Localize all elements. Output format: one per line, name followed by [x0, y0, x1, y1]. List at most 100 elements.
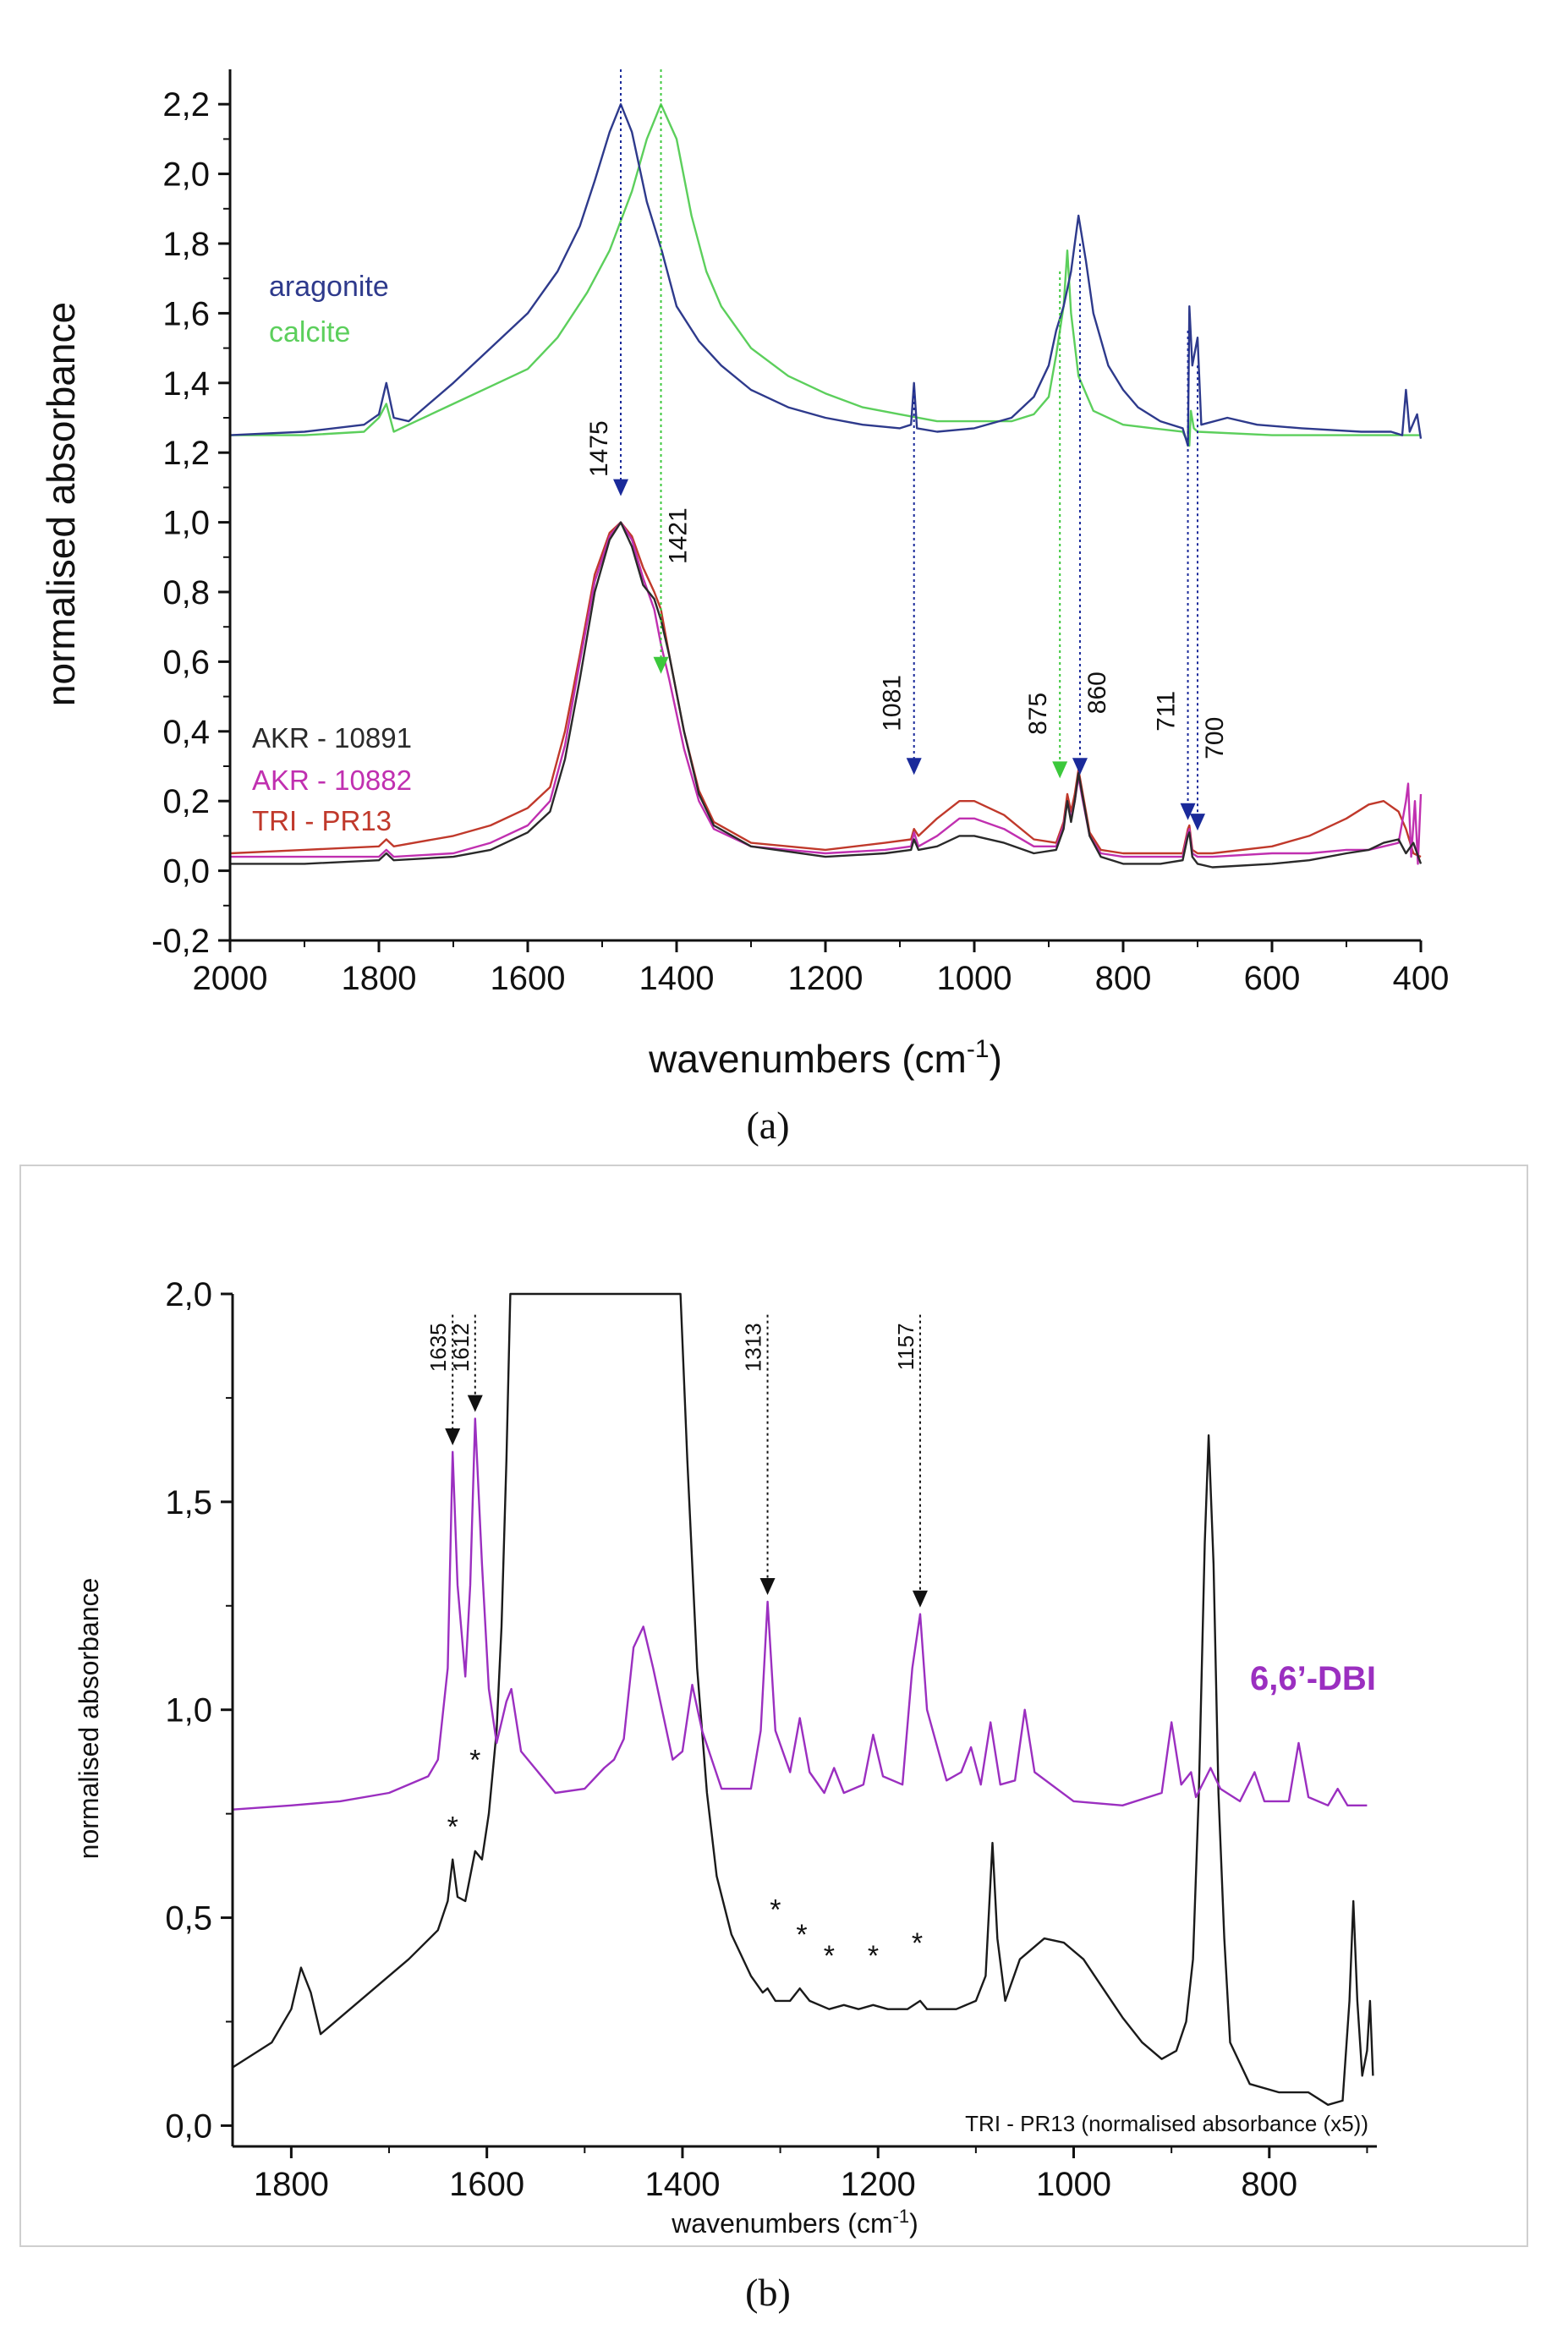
- panel-a-xlabel-text: wavenumbers (cm: [648, 1037, 967, 1081]
- annotation-label-860: 860: [1083, 671, 1111, 714]
- annotation-label-1475: 1475: [585, 420, 613, 477]
- panel-a-x-tick-label: 600: [1244, 960, 1301, 997]
- panel-b-series: [232, 1292, 1374, 2106]
- panel-b-y-tick-label: 1,0: [165, 1692, 212, 1729]
- panel-b-y-tick-label: 1,5: [165, 1484, 212, 1521]
- panel-a-y-ticks: -0,2 0,0 0,2 0,4 0,6 0,8 1,0 1,2 1,4 1,6 1,8 2,0 2,2: [151, 86, 230, 960]
- series-line-akr-10891: [230, 521, 1423, 869]
- panel-b-stars: * * * * * * *: [447, 1745, 924, 1972]
- panel-a-y-tick-label: 0,0: [162, 853, 210, 891]
- annotation-label-1313: 1313: [741, 1323, 766, 1372]
- annotation-arrow-1313: [759, 1578, 776, 1596]
- annotation-label-1612: 1612: [448, 1323, 474, 1372]
- dbi-label: 6,6’-DBI: [1250, 1660, 1376, 1697]
- annotation-label-711: 711: [1153, 691, 1181, 732]
- panel-a-y-tick-label: 1,4: [162, 365, 210, 403]
- panel-a-y-tick-label: 0,6: [162, 644, 210, 681]
- panel-a-x-tick-label: 1600: [491, 960, 566, 997]
- series-line-tri-pr13: [232, 1292, 1374, 2106]
- panel-a-xlabel-sup: -1: [967, 1035, 990, 1063]
- annotation-arrow-1081: [906, 758, 922, 776]
- legend-calcite: calcite: [269, 316, 350, 348]
- legend-tri-pr13: TRI - PR13: [252, 805, 392, 836]
- panel-a-x-tick-label: 800: [1095, 960, 1152, 997]
- tri-pr13-bottom-label: TRI - PR13 (normalised absorbance (x5)): [965, 2111, 1368, 2136]
- annotation-arrow-1421: [653, 656, 669, 674]
- panel-a-x-tick-label: 1200: [788, 960, 863, 997]
- annotation-arrow-1635: [445, 1428, 461, 1446]
- legend-akr-10882: AKR - 10882: [252, 765, 412, 796]
- annotation-label-1157: 1157: [893, 1323, 918, 1370]
- series-line-calcite: [230, 103, 1421, 447]
- panel-a-y-tick-label: 0,4: [162, 714, 210, 751]
- peak-star-marker: *: [824, 1940, 835, 1972]
- panel-b-y-tick-label: 2,0: [165, 1276, 212, 1313]
- panel-b-xlabel-close: ): [909, 2208, 918, 2239]
- annotation-label-1421: 1421: [665, 507, 693, 564]
- panel-b-x-tick-label: 1400: [644, 2166, 720, 2203]
- panel-a-series: [229, 103, 1423, 869]
- panel-b-xlabel: wavenumbers (cm-1): [671, 2206, 918, 2239]
- panel-a: 1475 1421 1081 875 860 711 700 -0,2 0,0 0,2 0,4 0,…: [39, 69, 1449, 1147]
- panel-a-xlabel: wavenumbers (cm-1): [648, 1035, 1002, 1081]
- peak-star-marker: *: [469, 1745, 480, 1777]
- panel-b-y-tick-label: 0,5: [165, 1900, 212, 1938]
- annotation-arrow-711: [1180, 803, 1196, 820]
- panel-b-x-tick-label: 1200: [841, 2166, 916, 2203]
- panel-b-y-tick-label: 0,0: [165, 2108, 212, 2145]
- peak-star-marker: *: [447, 1811, 458, 1843]
- panel-a-y-tick-label: 1,0: [162, 505, 210, 542]
- series-line-tri-pr13: [229, 521, 1422, 858]
- series-line-aragonite: [229, 103, 1423, 447]
- panel-a-y-tick-label: 0,8: [162, 574, 210, 611]
- legend-aragonite: aragonite: [269, 271, 389, 303]
- panel-b-x-tick-label: 1600: [449, 2166, 524, 2203]
- panel-b-y-ticks: 0,0 0,5 1,0 1,5 2,0: [165, 1276, 233, 2145]
- panel-b-x-tick-label: 800: [1241, 2166, 1297, 2203]
- panel-a-y-tick-label: 1,6: [162, 295, 210, 332]
- panel-a-y-tick-label: -0,2: [151, 923, 210, 960]
- panel-a-y-tick-label: 0,2: [162, 783, 210, 820]
- annotation-arrow-1475: [613, 479, 628, 496]
- panel-a-x-tick-label: 1400: [639, 960, 715, 997]
- peak-star-marker: *: [770, 1894, 781, 1927]
- panel-a-x-tick-label: 1800: [342, 960, 417, 997]
- peak-star-marker: *: [912, 1927, 923, 1960]
- panel-a-ylabel: normalised absorbance: [39, 302, 83, 706]
- panel-a-x-tick-label: 1000: [937, 960, 1012, 997]
- peak-star-marker: *: [796, 1919, 807, 1951]
- annotation-label-1635: 1635: [425, 1323, 451, 1372]
- panel-b-ylabel: normalised absorbance: [74, 1578, 104, 1860]
- annotation-arrow-1157: [912, 1590, 928, 1608]
- panel-b-x-tick-label: 1800: [254, 2166, 329, 2203]
- annotation-label-700: 700: [1201, 717, 1229, 759]
- panel-a-y-tick-label: 2,2: [162, 86, 210, 123]
- panel-a-caption: (a): [746, 1104, 789, 1147]
- panel-a-xlabel-close: ): [990, 1037, 1002, 1081]
- annotation-arrow-860: [1072, 758, 1088, 776]
- series-line-6-6-dbi: [232, 1417, 1368, 1811]
- panel-a-x-tick-label: 400: [1393, 960, 1450, 997]
- panel-b-xlabel-text: wavenumbers (cm: [671, 2208, 892, 2239]
- panel-a-y-tick-label: 1,8: [162, 226, 210, 263]
- panel-a-y-tick-label: 2,0: [162, 156, 210, 194]
- annotation-arrow-700: [1190, 814, 1205, 831]
- panel-b-frame: [19, 1165, 1528, 2247]
- annotation-arrow-875: [1052, 761, 1068, 779]
- annotation-label-1081: 1081: [879, 675, 907, 732]
- legend-akr-10891: AKR - 10891: [252, 722, 412, 754]
- panel-a-x-tick-label: 2000: [193, 960, 268, 997]
- panel-a-annotations: 1475 1421 1081 875 860 711 700: [585, 69, 1229, 831]
- panel-b-caption: (b): [745, 2271, 791, 2314]
- panel-b-xlabel-sup: -1: [893, 2206, 910, 2227]
- panel-b-x-ticks: 1800 1600 1400 1200 1000 800: [254, 2146, 1368, 2203]
- annotation-arrow-1612: [467, 1395, 483, 1412]
- panel-b-x-tick-label: 1000: [1036, 2166, 1111, 2203]
- panel-a-x-ticks: 2000 1800 1600 1400 1200 1000 800 600 400: [193, 940, 1450, 997]
- series-line-akr-10882: [230, 521, 1423, 865]
- annotation-label-875: 875: [1024, 693, 1052, 735]
- peak-star-marker: *: [868, 1940, 879, 1972]
